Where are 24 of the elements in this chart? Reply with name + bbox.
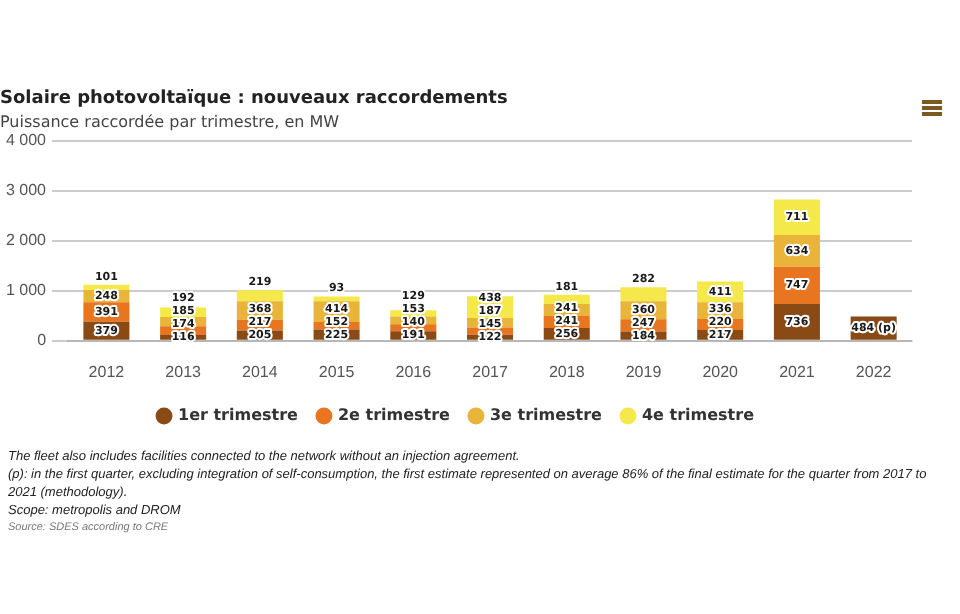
legend-label: 1er trimestre	[178, 406, 300, 425]
x-tick-label: 2022	[855, 362, 893, 381]
x-tick-label: 2019	[625, 362, 663, 381]
legend-label: 3e trimestre	[489, 406, 604, 425]
x-tick-label: 2017	[472, 362, 509, 381]
y-tick-label: 0	[37, 331, 48, 350]
legend-label: 2e trimestre	[337, 406, 452, 425]
chart-title: Solaire photovoltaïque : nouveaux raccordements	[0, 89, 508, 110]
x-tick-label: 2015	[318, 362, 356, 381]
x-tick-label: 2014	[242, 362, 279, 381]
x-tick-label: 2012	[88, 362, 126, 381]
x-tick-label: 2020	[702, 362, 740, 381]
y-tick-label: 2 000	[5, 231, 48, 250]
x-tick-label: 2016	[395, 362, 433, 381]
bar	[236, 290, 283, 302]
y-tick-label: 1 000	[5, 281, 48, 300]
y-tick-label: 4 000	[5, 131, 48, 150]
bar	[620, 287, 667, 302]
x-tick-label: 2018	[548, 362, 586, 381]
x-tick-label: 2021	[779, 362, 816, 381]
x-tick-label: 2013	[165, 362, 203, 381]
chart-subtitle: Puissance raccordée par trimestre, en MW	[0, 113, 340, 132]
legend-label: 4e trimestre	[641, 406, 756, 425]
y-tick-label: 3 000	[5, 181, 48, 200]
